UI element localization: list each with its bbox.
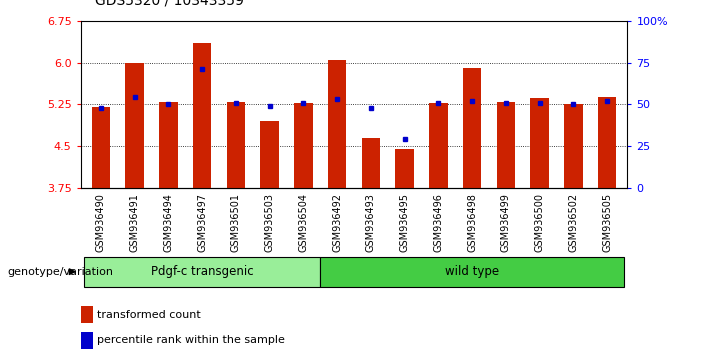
Text: GSM936501: GSM936501 <box>231 193 241 252</box>
Text: GSM936505: GSM936505 <box>602 193 612 252</box>
Bar <box>564 104 583 188</box>
Bar <box>159 102 177 188</box>
Text: GSM936497: GSM936497 <box>197 193 207 252</box>
Text: GSM936498: GSM936498 <box>467 193 477 252</box>
Text: genotype/variation: genotype/variation <box>7 267 113 277</box>
Text: Pdgf-c transgenic: Pdgf-c transgenic <box>151 265 254 278</box>
Bar <box>320 257 624 287</box>
Bar <box>92 107 110 188</box>
Bar <box>395 149 414 188</box>
Text: GSM936499: GSM936499 <box>501 193 511 252</box>
Text: GSM936491: GSM936491 <box>130 193 139 252</box>
Text: GDS5320 / 10343359: GDS5320 / 10343359 <box>95 0 243 7</box>
Bar <box>193 44 212 188</box>
Bar <box>81 306 93 323</box>
Bar <box>463 68 482 188</box>
Text: GSM936503: GSM936503 <box>264 193 275 252</box>
Bar <box>125 63 144 188</box>
Bar <box>496 102 515 188</box>
Text: wild type: wild type <box>445 265 499 278</box>
Bar <box>84 257 320 287</box>
Bar <box>328 60 346 188</box>
Bar <box>294 103 313 188</box>
Bar <box>260 121 279 188</box>
Text: GSM936493: GSM936493 <box>366 193 376 252</box>
Text: transformed count: transformed count <box>97 310 201 320</box>
Text: GSM936504: GSM936504 <box>299 193 308 252</box>
Text: GSM936495: GSM936495 <box>400 193 409 252</box>
Text: GSM936502: GSM936502 <box>569 193 578 252</box>
Text: percentile rank within the sample: percentile rank within the sample <box>97 335 285 345</box>
Text: GSM936496: GSM936496 <box>433 193 444 252</box>
Text: GSM936500: GSM936500 <box>535 193 545 252</box>
Text: GSM936494: GSM936494 <box>163 193 173 252</box>
Text: GSM936490: GSM936490 <box>96 193 106 252</box>
Bar <box>429 103 448 188</box>
Text: GSM936492: GSM936492 <box>332 193 342 252</box>
Bar <box>531 98 549 188</box>
Bar <box>81 332 93 349</box>
Bar <box>362 138 380 188</box>
Bar <box>598 97 616 188</box>
Bar <box>226 102 245 188</box>
